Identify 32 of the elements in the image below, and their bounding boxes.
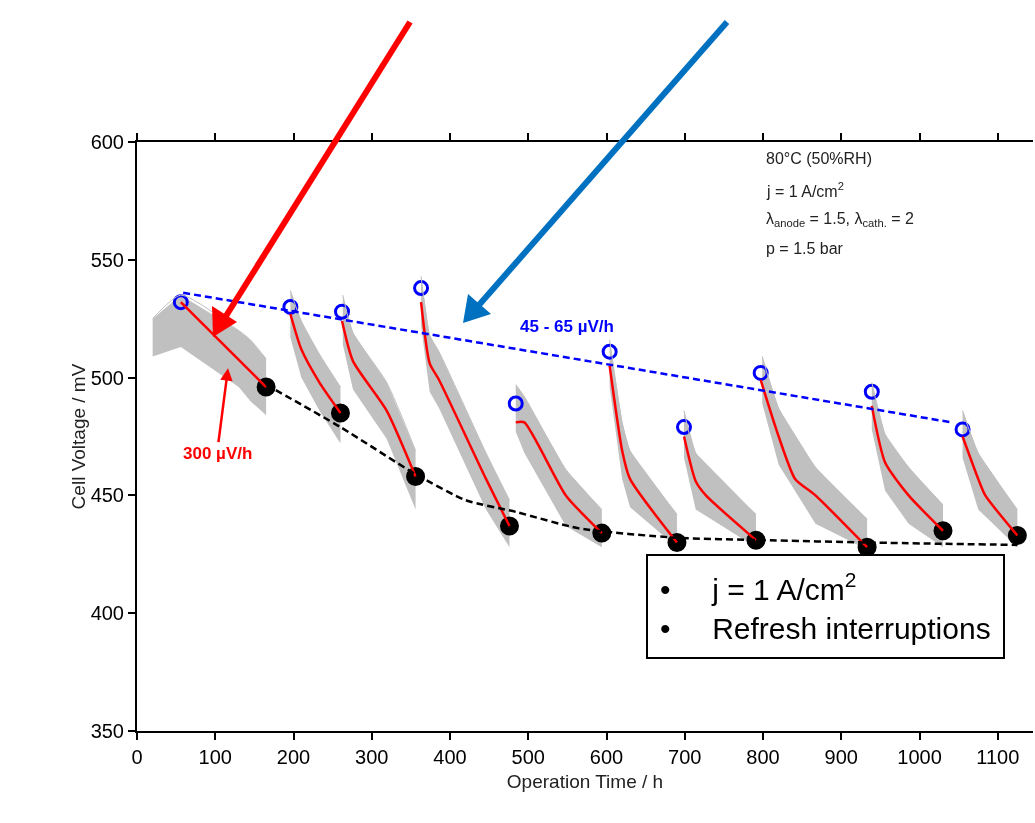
x-tick-label: 1000 [897, 746, 942, 768]
x-tick-label: 900 [824, 746, 858, 768]
point [601, 343, 618, 360]
y-tick-label: 550 [90, 248, 124, 271]
x-axis-title: Operation Time / h [506, 771, 664, 793]
y-axis-title: Cell Voltage / mV [67, 363, 89, 510]
x-tick-label: 200 [276, 746, 311, 768]
annotation: j = 1 A/cm$^{2}$ [766, 180, 844, 200]
x-tick-label: 0 [131, 746, 143, 768]
x-tick-label: 700 [668, 746, 702, 768]
y-tick-label: 400 [90, 602, 124, 625]
y-tick-label: 600 [90, 131, 124, 153]
y-tick-label: 500 [90, 366, 124, 389]
x-tick-label: 100 [198, 746, 232, 768]
x-tick-label: 1100 [976, 746, 1020, 768]
point [507, 395, 524, 412]
point [933, 521, 953, 541]
annotation: 80°C (50%RH) [766, 150, 872, 167]
x-tick-label: 600 [589, 746, 624, 768]
annotation: • j = 1 A/cm$^{2}$ [660, 568, 857, 606]
annotation: λ$_{anode}$ = 1.5, λ$_{cath.}$ = 2 [766, 210, 914, 230]
annotation: p = 1.5 bar [766, 240, 844, 257]
y-tick-label: 350 [90, 720, 124, 742]
annotation: • Refresh interruptions [660, 611, 991, 645]
point [863, 383, 880, 400]
x-tick-label: 400 [433, 746, 467, 768]
x-tick-label: 300 [355, 746, 389, 768]
annotation: 300 µV/h [183, 444, 253, 463]
annotation: 45 - 65 µV/h [520, 317, 614, 336]
y-tick-label: 450 [90, 484, 124, 507]
x-tick-label: 800 [746, 746, 780, 768]
x-tick-label: 500 [511, 746, 545, 768]
